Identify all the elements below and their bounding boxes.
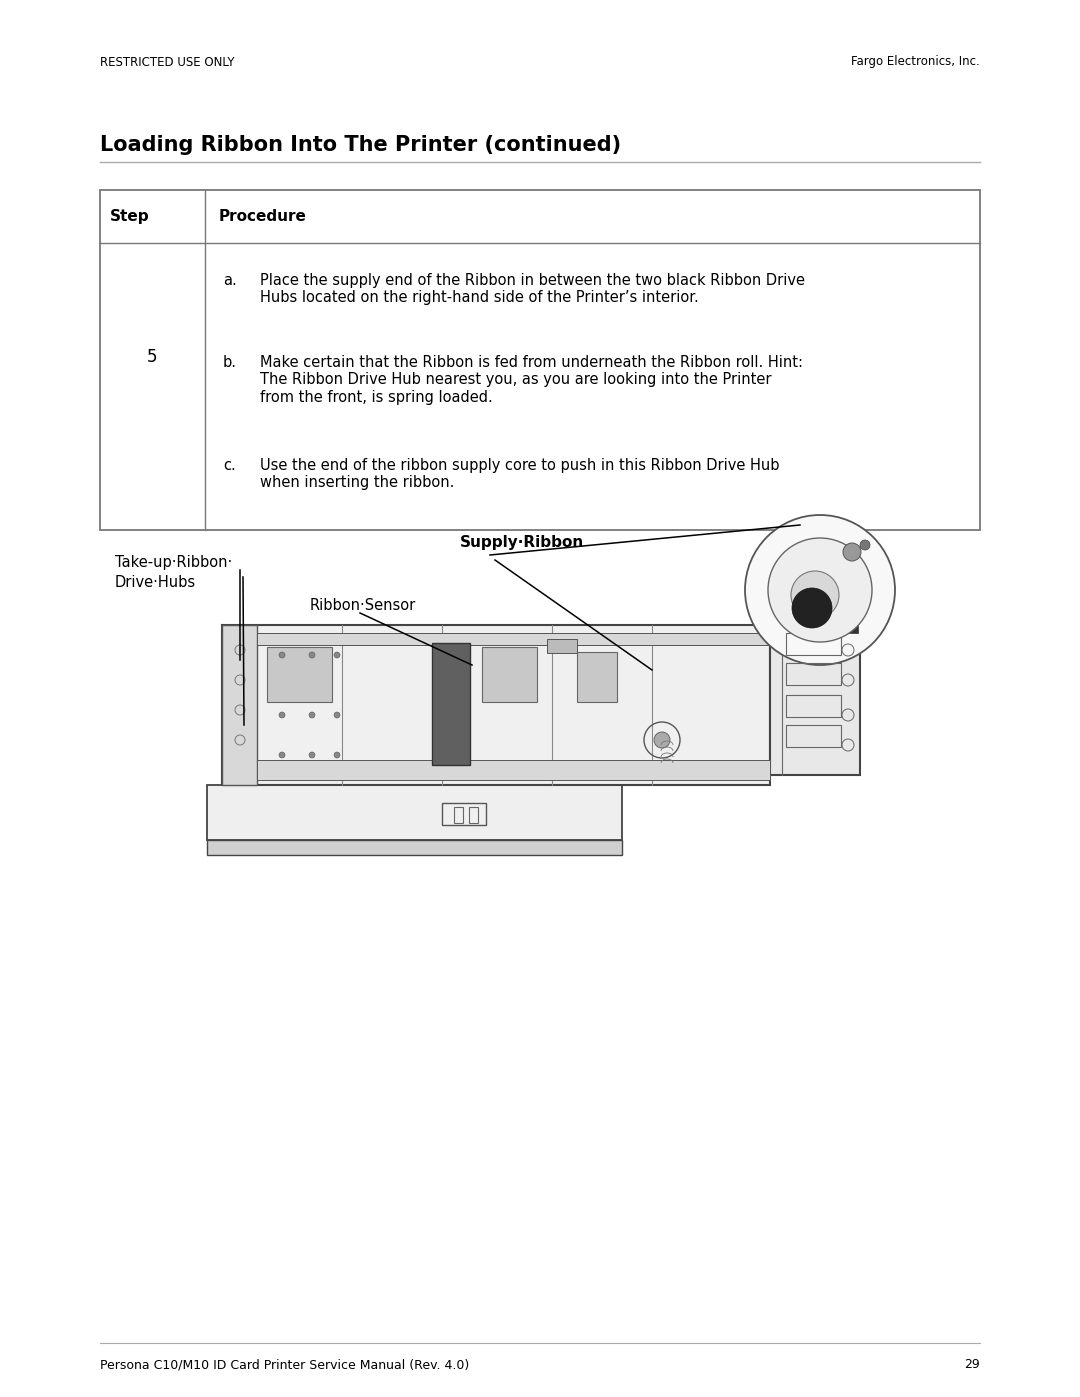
Circle shape <box>334 712 340 718</box>
Circle shape <box>334 652 340 658</box>
Bar <box>482 647 537 703</box>
Bar <box>257 760 770 780</box>
Text: Use the end of the ribbon supply core to push in this Ribbon Drive Hub
when inse: Use the end of the ribbon supply core to… <box>260 458 780 490</box>
Bar <box>222 624 257 785</box>
Bar <box>222 624 770 785</box>
Bar <box>546 638 577 652</box>
Circle shape <box>791 571 839 619</box>
Bar <box>100 190 980 529</box>
Circle shape <box>309 712 315 718</box>
Bar <box>207 840 622 855</box>
Text: c.: c. <box>222 458 235 474</box>
Bar <box>770 615 860 775</box>
Circle shape <box>654 732 670 747</box>
Text: Take-up·Ribbon·
Drive·Hubs: Take-up·Ribbon· Drive·Hubs <box>114 555 232 590</box>
Bar <box>469 807 478 823</box>
Bar <box>786 725 841 747</box>
Text: b.: b. <box>222 355 237 370</box>
Bar <box>432 643 470 766</box>
Bar <box>454 807 463 823</box>
Bar <box>770 605 860 615</box>
Circle shape <box>279 712 285 718</box>
Text: 5: 5 <box>147 348 158 366</box>
Bar <box>207 785 622 840</box>
Bar <box>257 633 770 645</box>
Text: 29: 29 <box>964 1358 980 1370</box>
Circle shape <box>334 752 340 759</box>
Text: Procedure: Procedure <box>219 210 307 224</box>
Circle shape <box>279 752 285 759</box>
Text: RESTRICTED USE ONLY: RESTRICTED USE ONLY <box>100 56 234 68</box>
Circle shape <box>745 515 895 665</box>
Circle shape <box>860 541 870 550</box>
Circle shape <box>309 752 315 759</box>
Text: Ribbon·Sensor: Ribbon·Sensor <box>310 598 416 613</box>
Circle shape <box>279 652 285 658</box>
Text: Loading Ribbon Into The Printer (continued): Loading Ribbon Into The Printer (continu… <box>100 136 621 155</box>
Circle shape <box>843 543 861 562</box>
Text: Fargo Electronics, Inc.: Fargo Electronics, Inc. <box>851 56 980 68</box>
Text: Supply·Ribbon: Supply·Ribbon <box>460 535 584 550</box>
Text: Make certain that the Ribbon is fed from underneath the Ribbon roll. Hint:
The R: Make certain that the Ribbon is fed from… <box>260 355 804 405</box>
Text: Step: Step <box>110 210 150 224</box>
Text: Place the supply end of the Ribbon in between the two black Ribbon Drive
Hubs lo: Place the supply end of the Ribbon in be… <box>260 272 805 306</box>
Bar <box>442 803 486 826</box>
Bar <box>786 664 841 685</box>
Bar <box>577 652 617 703</box>
Text: a.: a. <box>222 272 237 288</box>
Circle shape <box>792 588 832 629</box>
Bar <box>786 633 841 655</box>
Bar <box>267 647 332 703</box>
Circle shape <box>768 538 872 643</box>
Bar <box>848 619 858 633</box>
Text: Persona C10/M10 ID Card Printer Service Manual (Rev. 4.0): Persona C10/M10 ID Card Printer Service … <box>100 1358 469 1370</box>
Circle shape <box>309 652 315 658</box>
Bar <box>786 694 841 717</box>
